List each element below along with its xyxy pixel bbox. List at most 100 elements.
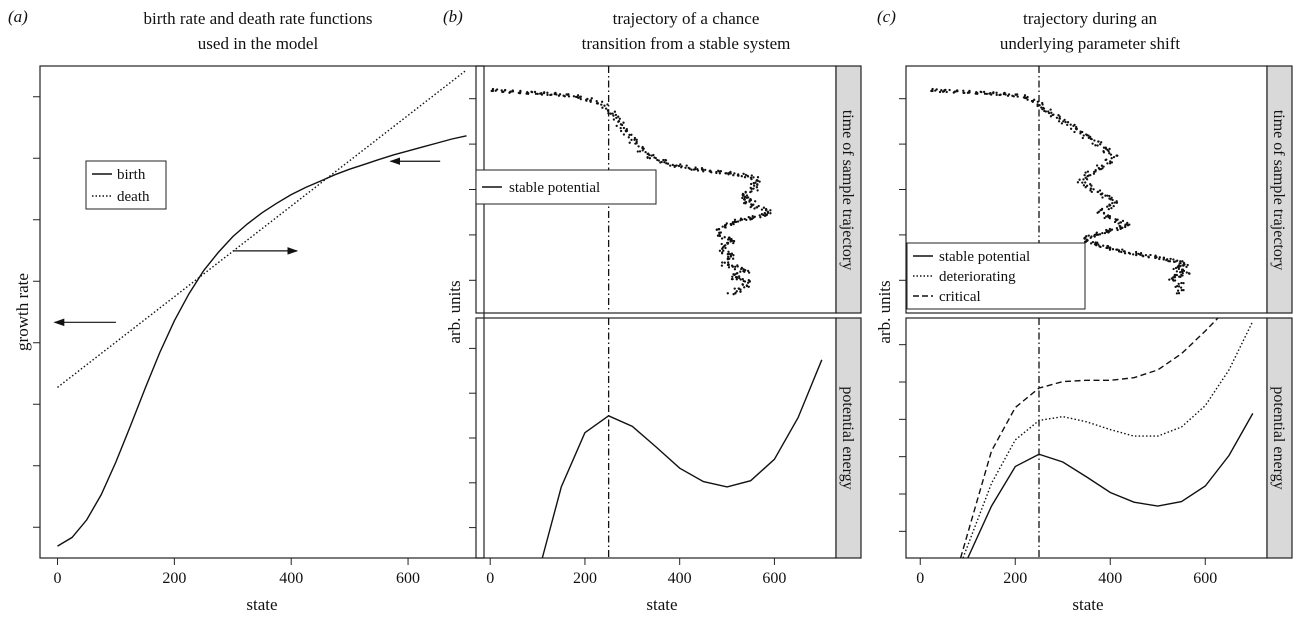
panel-b-trajectory-point-308 [720,237,724,240]
panel-c-trajectory-point-196 [1109,198,1112,201]
panel-c-trajectory-point-82 [1050,111,1053,114]
panel-c-trajectory-point-373 [1185,271,1188,274]
panel-c-trajectory-point-89 [1055,116,1059,119]
panel-b-trajectory-point-373 [736,272,739,275]
panel-b-trajectory-point-329 [721,247,724,250]
panel-b-trajectory-point-81 [611,112,614,115]
panel-c-trajectory-point-300 [1109,246,1112,250]
panel-c-top-strip [1266,65,1293,314]
panel-c-trajectory-point-336 [1162,256,1166,259]
panel-c-trajectory-point-274 [1083,236,1086,240]
panel-a-ylabel: growth rate [13,273,32,351]
panel-b-trajectory-point-53 [572,95,576,98]
panel-c-trajectory-point-202 [1111,201,1114,205]
panel-c-trajectory-point-310 [1123,252,1127,255]
panel-c-trajectory-point-365 [1177,267,1181,271]
panel-b-trajectory-point-280 [733,218,737,221]
panel-b-trajectory-point-255 [766,210,770,213]
panel-b-trajectory-point-234 [748,199,751,202]
panel-b-trajectory-point-243 [750,204,754,207]
panel-b-trajectory-point-303 [719,231,723,234]
panel-c-trajectory-point-269 [1089,236,1092,239]
panel-b-trajectory-point-96 [625,127,628,131]
panel-b-trajectory-point-63 [585,99,588,102]
panel-b-title-line-2: transition from a stable system [582,34,791,53]
panel-c-trajectory-point-342 [1172,258,1175,261]
panel-c-trajectory-point-187 [1096,190,1099,194]
panel-c-trajectory-point-116 [1081,136,1084,140]
panel-c-xtick-label-0: 0 [916,570,924,587]
panel-b-trajectory-point-199 [750,177,753,181]
panel-b-trajectory-point-120 [638,150,642,153]
panel-c-trajectory-point-43 [995,91,998,94]
panel-c-trajectory [930,87,1191,295]
panel-b-trajectory-point-395 [741,283,745,286]
panel-a-label: (a) [8,7,28,26]
panel-b-trajectory-point-69 [600,100,604,103]
panel-c-stable-potential-line [967,413,1254,558]
panel-b-trajectory-point-117 [642,147,645,150]
panel-c-trajectory-point-149 [1108,162,1112,165]
panel-b-trajectory-point-3 [490,89,493,93]
panel-b-trajectory-point-203 [758,180,761,183]
panel-c-trajectory-point-260 [1095,231,1098,234]
panel-b-trajectory-point-253 [769,209,772,212]
panel-b-trajectory-point-389 [743,280,747,283]
panel-b-trajectory-point-14 [508,91,511,94]
panel-c-trajectory-point-68 [1030,99,1034,103]
panel-c-trajectory-point-124 [1091,142,1094,145]
panel-c-trajectory-point-387 [1168,278,1171,281]
panel-b-trajectory-point-220 [745,194,749,197]
panel-b-trajectory-point-245 [753,207,756,210]
panel-c-trajectory-point-182 [1092,188,1095,191]
panel-b-trajectory-point-103 [630,133,633,136]
panel-b-trajectory-point-249 [762,206,766,209]
panel-b-trajectory-point-101 [624,130,628,133]
panel-c-trajectory-point-57 [1014,93,1018,96]
panel-b-trajectory-point-80 [613,110,617,113]
panel-b-trajectory-point-82 [614,113,618,117]
panel-a-xtick-label-400: 400 [279,570,303,587]
panel-a-annotations [53,157,441,327]
panel-b-trajectory-point-109 [633,138,636,141]
panel-c-trajectory-point-401 [1175,292,1179,295]
panel-b-trajectory-point-228 [747,196,750,199]
panel-b-trajectory-point-364 [746,269,750,273]
panel-c-trajectory-point-49 [1002,92,1006,95]
panel-b-trajectory-point-138 [659,161,662,164]
panel-b-trajectory-point-248 [760,208,764,211]
panel-c-trajectory-point-356 [1185,265,1188,269]
panel-c-trajectory-point-207 [1106,205,1109,208]
panel-b-trajectory-point-371 [739,270,742,273]
panel-a-death-line [57,69,467,388]
panel-c-trajectory-point-115 [1085,134,1089,137]
panel-b-trajectory-point-334 [720,252,724,255]
panel-c: (c) trajectory during an underlying para… [875,7,1293,614]
panel-c-trajectory-point-290 [1097,243,1100,246]
panel-b-trajectory-point-165 [701,168,705,171]
panel-b-trajectory-point-355 [726,263,730,267]
panel-c-trajectory-point-137 [1109,153,1113,156]
panel-c-trajectory-point-173 [1084,181,1087,184]
panel-c-trajectory-point-19 [955,90,958,93]
panel-c-top-strip-label: time of sample trajectory [1270,110,1287,270]
panel-b-trajectory-point-140 [663,161,666,164]
panel-b-trajectory-point-391 [746,281,750,284]
panel-c-trajectory-point-193 [1108,194,1111,198]
panel-c-trajectory-point-268 [1087,234,1090,237]
panel-c-trajectory-point-167 [1086,175,1089,178]
panel-c-trajectory-point-112 [1079,132,1082,135]
panel-b-trajectory-point-170 [708,170,711,173]
panel-b-trajectory-point-115 [637,145,640,148]
panel-b-trajectory-point-298 [717,228,721,231]
panel-c-trajectory-point-341 [1167,259,1170,263]
panel-b-trajectory-point-35 [540,91,543,95]
panel-b-trajectory-point-356 [730,264,734,267]
panel-c-trajectory-point-165 [1089,173,1092,177]
panel-c-trajectory-point-23 [962,91,965,94]
panel-b-trajectory-point-118 [636,150,639,153]
panel-c-trajectory-point-128 [1096,144,1099,147]
panel-b-y-axis [469,98,476,529]
panel-c-trajectory-point-327 [1147,256,1150,259]
panel-c-trajectory-point-98 [1066,121,1070,124]
